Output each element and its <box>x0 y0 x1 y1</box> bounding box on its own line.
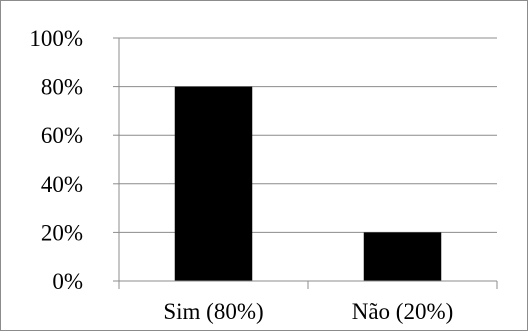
y-tick-label: 0% <box>52 269 83 294</box>
bars <box>174 86 442 281</box>
axes <box>113 37 498 289</box>
y-tick-label: 100% <box>29 26 83 51</box>
y-tick-label: 60% <box>41 123 83 148</box>
bar-2 <box>363 232 442 281</box>
x-category-labels: Sim (80%) Não (20%) <box>163 299 453 324</box>
y-tick-labels: 0% 20% 40% 60% 80% 100% <box>29 26 83 294</box>
y-tick-label: 80% <box>41 75 83 100</box>
y-tick-label: 20% <box>41 220 83 245</box>
y-tick-label: 40% <box>41 172 83 197</box>
x-category-label: Não (20%) <box>352 299 454 324</box>
bar-1 <box>174 86 253 281</box>
x-category-label: Sim (80%) <box>163 299 263 324</box>
